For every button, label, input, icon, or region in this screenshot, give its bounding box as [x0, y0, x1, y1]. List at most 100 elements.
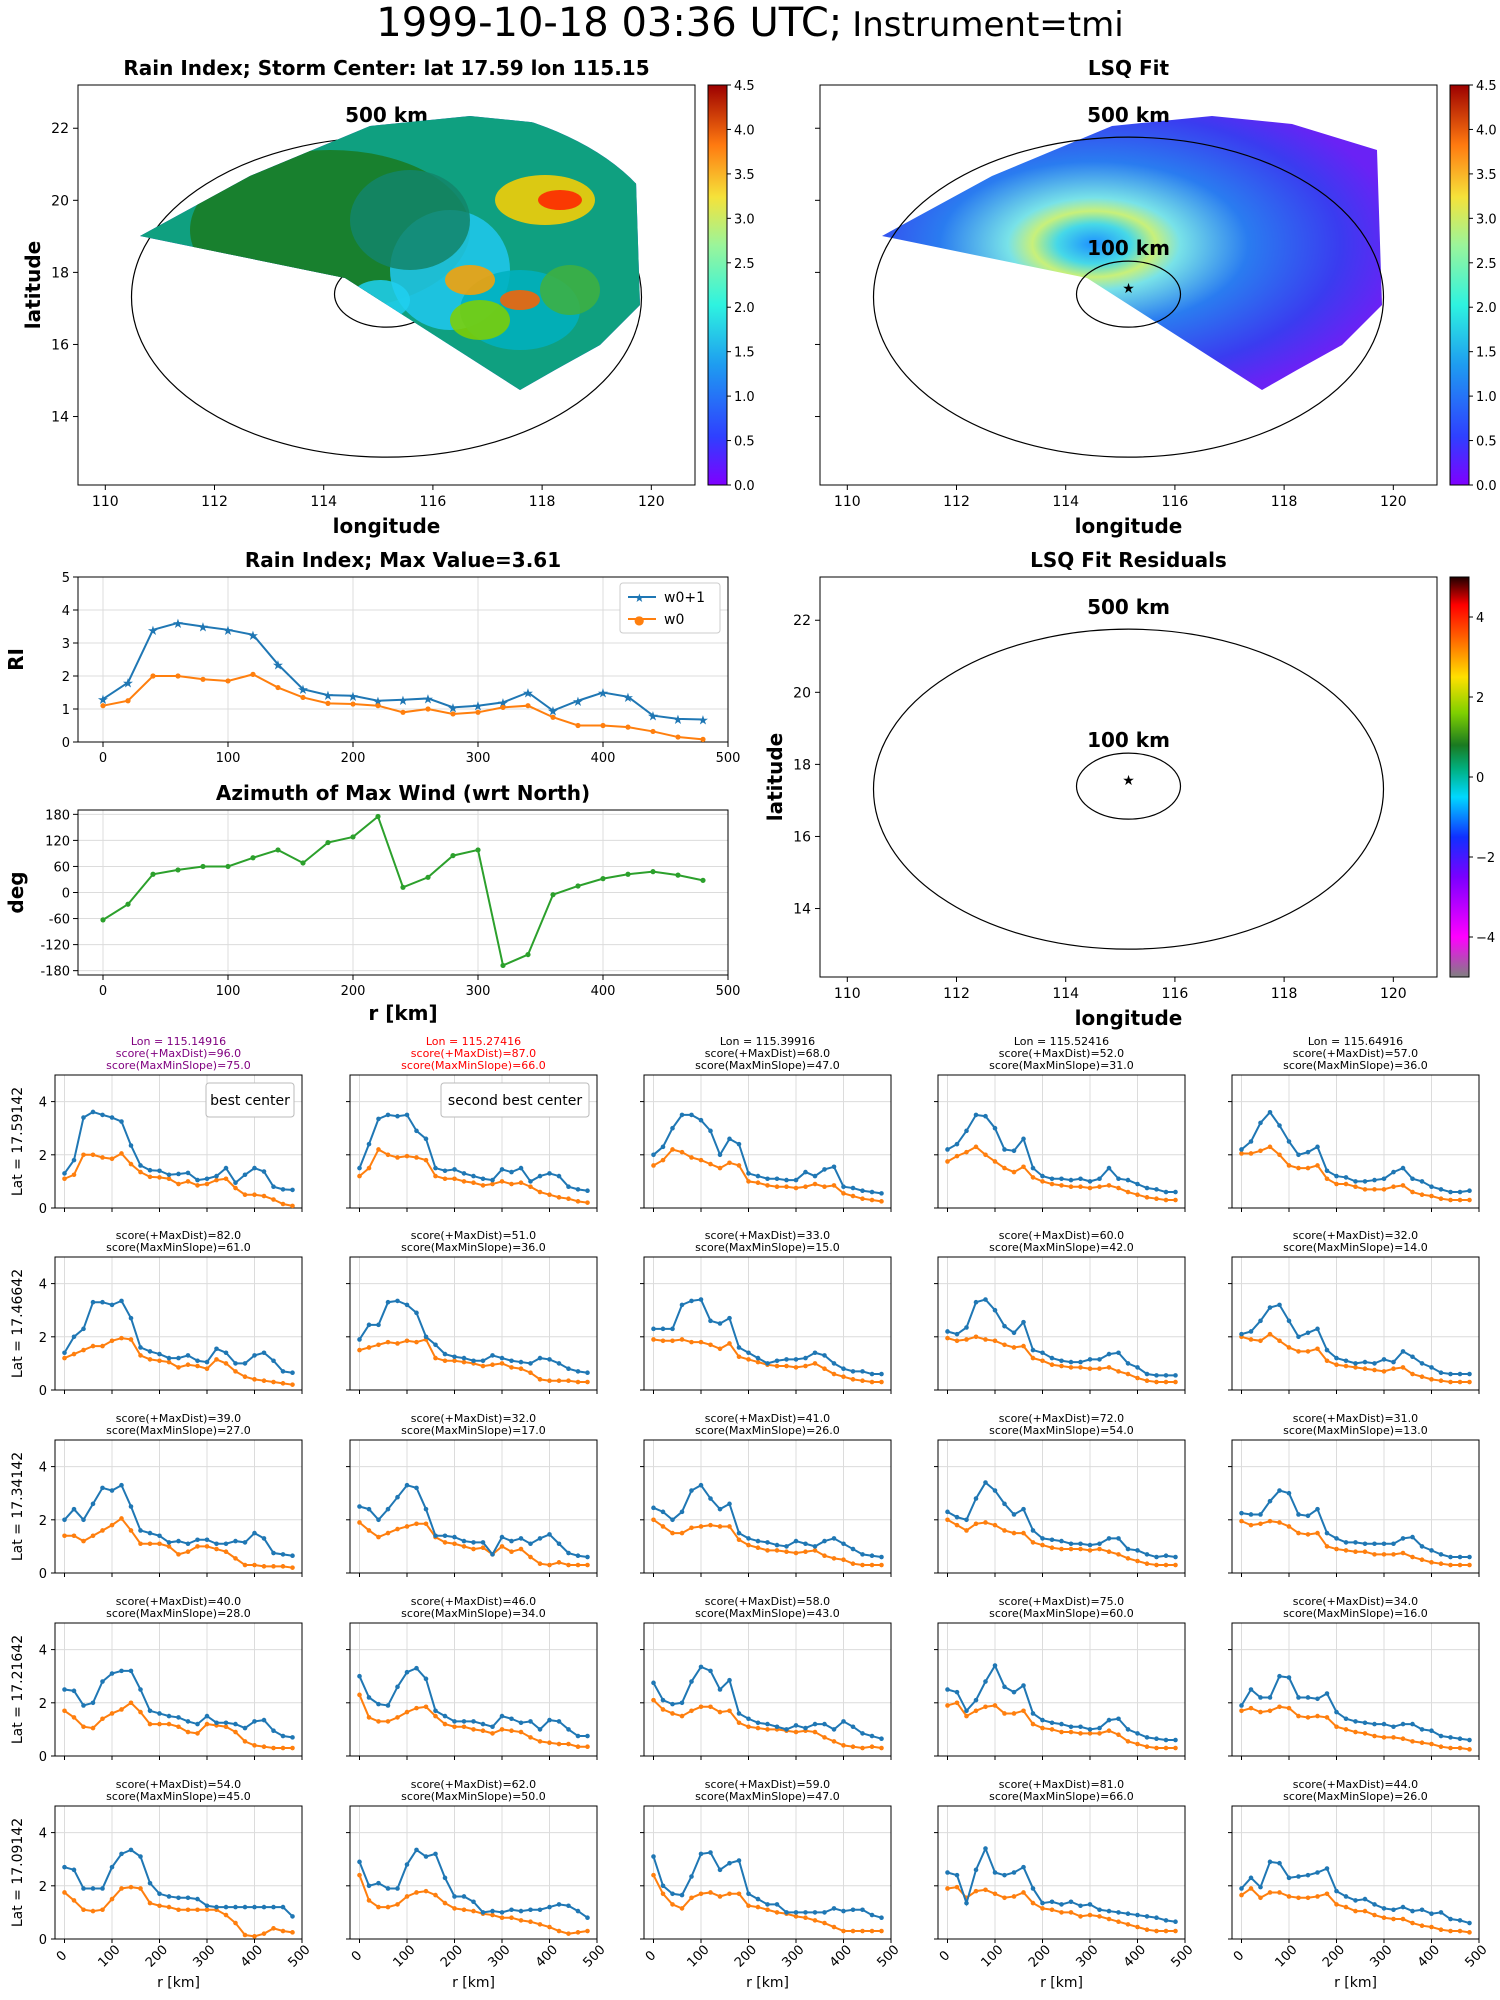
x-tick-label: 0 — [54, 1948, 70, 1964]
series-marker — [1040, 1542, 1045, 1548]
series-marker — [1353, 1719, 1358, 1724]
series-marker — [423, 1157, 429, 1163]
series-marker — [1419, 1740, 1425, 1745]
series-marker — [119, 1516, 124, 1521]
series-marker — [803, 1184, 808, 1190]
series-marker — [803, 1549, 808, 1555]
series-marker — [537, 1355, 543, 1361]
series-marker — [1381, 1187, 1387, 1192]
series-marker — [1078, 1731, 1083, 1736]
series-marker — [442, 1358, 448, 1364]
series-marker — [1011, 1148, 1017, 1154]
series-marker — [660, 1157, 666, 1163]
series-marker — [547, 1740, 552, 1745]
series-marker — [223, 1350, 229, 1356]
series-marker — [233, 1361, 238, 1366]
series-marker — [100, 1485, 105, 1491]
plot-frame — [349, 1074, 598, 1209]
candidate-panel: score(+MaxDist)=81.0score(MaxMinSlope)=6… — [934, 1778, 1197, 1991]
panel-score-label: score(MaxMinSlope)=61.0 — [106, 1241, 251, 1254]
series-marker — [1144, 1195, 1150, 1200]
series-marker — [1334, 1362, 1339, 1368]
series-marker — [175, 867, 181, 873]
series-marker — [1030, 1721, 1036, 1727]
series-marker — [81, 1703, 86, 1708]
row-lat-label: Lat = 17.34142 — [10, 1452, 26, 1561]
series-marker: ★ — [322, 689, 334, 704]
series-marker — [1030, 1711, 1036, 1716]
series-marker — [147, 1349, 153, 1354]
series-marker — [385, 1904, 391, 1910]
series-marker — [90, 1152, 96, 1158]
series-marker — [1324, 1691, 1330, 1696]
series-marker — [651, 1337, 656, 1342]
series-marker — [1021, 1530, 1026, 1536]
y-axis-label: RI — [4, 648, 28, 671]
series-marker — [442, 1351, 448, 1357]
series-marker — [280, 1745, 286, 1751]
series-marker — [812, 1361, 818, 1366]
series-marker — [812, 1918, 818, 1923]
series-marker — [841, 1184, 846, 1190]
series-marker — [1286, 1318, 1292, 1324]
series-marker — [166, 1894, 172, 1899]
series-marker — [954, 1141, 960, 1147]
series-marker — [414, 1847, 419, 1853]
series-marker — [223, 1541, 229, 1547]
series-marker — [556, 1902, 562, 1907]
storm-center-marker: ★ — [1122, 281, 1135, 297]
series-marker — [290, 1203, 295, 1209]
series-marker — [357, 1347, 362, 1353]
series-marker — [185, 1895, 191, 1901]
series-marker — [1400, 1550, 1406, 1556]
series-marker — [983, 1520, 988, 1525]
candidate-panel: Lon = 115.27416score(+MaxDist)=87.0score… — [346, 1035, 598, 1212]
series-marker — [556, 1361, 562, 1366]
colorbar-tick-label: 4.5 — [1476, 79, 1497, 94]
series-marker — [679, 1112, 685, 1118]
series-marker — [879, 1199, 884, 1204]
series-marker — [784, 1549, 789, 1555]
series-marker — [1116, 1732, 1121, 1738]
x-tick-label: 110 — [834, 986, 861, 1002]
series-marker — [841, 1374, 846, 1379]
series-marker — [1467, 1379, 1472, 1385]
series-marker — [831, 1371, 837, 1377]
series-marker — [1049, 1537, 1055, 1543]
panel-score-label: score(+MaxDist)=52.0 — [999, 1047, 1124, 1060]
series-marker — [518, 1546, 524, 1552]
series-marker — [973, 1112, 979, 1118]
series-marker — [822, 1167, 827, 1172]
series-marker — [1059, 1902, 1064, 1907]
series-marker — [1353, 1729, 1358, 1735]
plot-frame — [1231, 1622, 1480, 1757]
series-marker — [1324, 1544, 1330, 1549]
series-marker — [280, 1564, 286, 1569]
series-marker — [954, 1338, 960, 1344]
series-marker — [1467, 1920, 1472, 1926]
series-marker — [1267, 1109, 1273, 1115]
colorbar-tick-label: −4 — [1476, 931, 1495, 946]
series-marker — [1429, 1184, 1434, 1190]
series-marker — [717, 1165, 723, 1171]
series-marker — [71, 1351, 77, 1357]
series-line-blue — [358, 1848, 589, 1919]
series-marker — [1467, 1562, 1472, 1568]
series-marker — [1334, 1546, 1339, 1552]
series-marker — [547, 1717, 552, 1723]
series-marker — [727, 1501, 732, 1507]
y-tick-label: 4 — [39, 1461, 47, 1476]
series-marker — [376, 1322, 381, 1328]
series-marker — [271, 1379, 276, 1385]
series-marker — [547, 1904, 552, 1910]
series-line-blue — [359, 1484, 588, 1559]
candidate-panel: score(+MaxDist)=44.0score(MaxMinSlope)=2… — [1228, 1778, 1491, 1991]
series-line-orange — [1241, 1705, 1470, 1751]
series-marker — [1068, 1184, 1074, 1190]
series-marker — [119, 1851, 124, 1857]
x-tick-label: 110 — [834, 494, 861, 510]
series-marker — [1173, 1737, 1178, 1743]
series-marker — [812, 1350, 818, 1356]
series-marker — [1324, 1347, 1330, 1353]
series-marker — [1391, 1169, 1396, 1175]
